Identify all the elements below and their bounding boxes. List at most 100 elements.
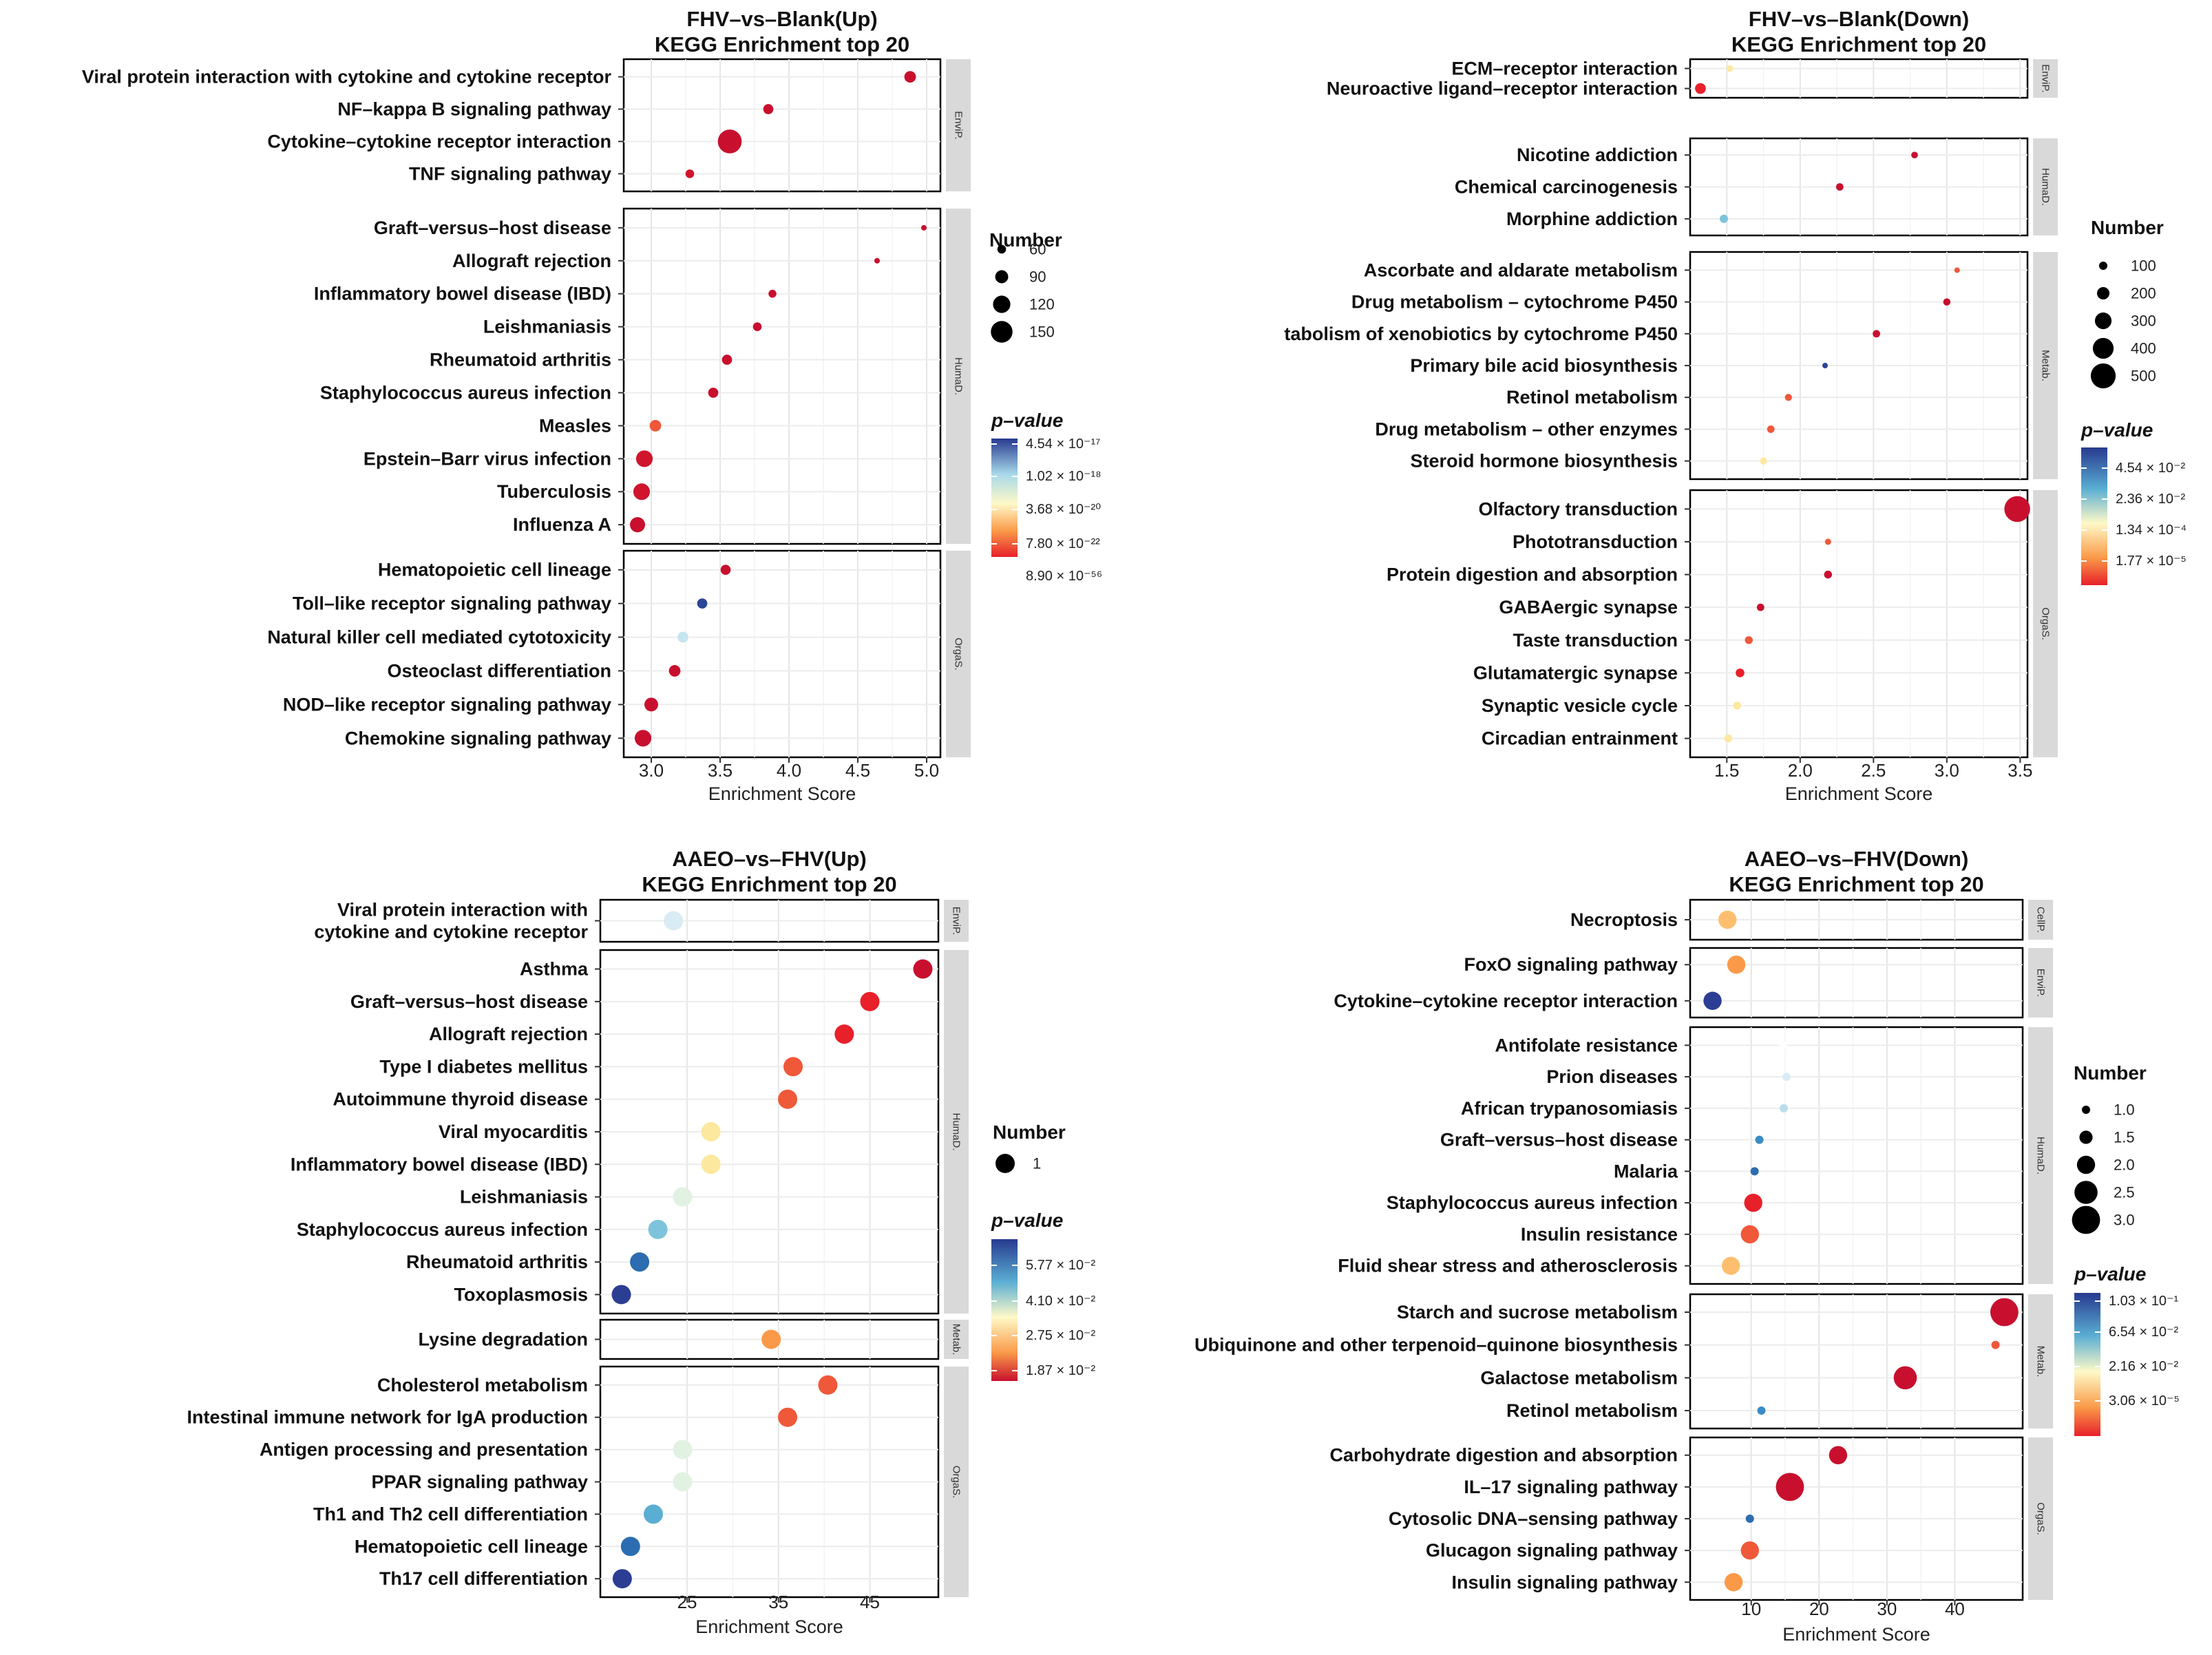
facet-group: OrgaS. Hematopoietic cell lineage Toll–lik…: [267, 549, 971, 759]
y-tick-label: Th17 cell differentiation: [379, 1568, 588, 1589]
y-tick-label: Cytosolic DNA–sensing pathway: [1389, 1508, 1678, 1529]
data-point: [1911, 151, 1918, 158]
y-tick-label: Hematopoietic cell lineage: [378, 560, 611, 580]
facet-group: HumaD. Nicotine addiction Chemical carcino…: [1455, 137, 2058, 237]
data-point: [1991, 1340, 2000, 1349]
y-tick-label: Ubiquinone and other terpenoid–quinone b…: [1194, 1335, 1678, 1356]
chart-title: AAEO–vs–FHV(Down): [1745, 847, 1969, 871]
data-point: [1954, 267, 1960, 273]
color-legend: p–value 1.03 × 10⁻¹ 6.54 × 10⁻² 2.16 × 10⁻²…: [2074, 1263, 2180, 1436]
y-tick-label: African trypanosomiasis: [1461, 1098, 1678, 1119]
x-axis-label: Enrichment Score: [1782, 1624, 1930, 1645]
y-tick-label: Drug metabolism – other enzymes: [1375, 419, 1678, 439]
data-point: [664, 911, 684, 931]
size-legend-key: [2090, 363, 2116, 389]
facet-strip: [2028, 900, 2053, 940]
chart-subtitle: KEGG Enrichment top 20: [655, 32, 909, 56]
y-tick-label: Neuroactive ligand–receptor interaction: [1327, 78, 1678, 99]
data-point: [1736, 668, 1745, 677]
data-point: [1829, 1446, 1848, 1464]
size-legend-key: [2094, 312, 2112, 330]
data-point: [1767, 425, 1775, 433]
facet-group: EnviP. Viral protein interaction with cyt…: [82, 58, 971, 193]
y-tick-label: Staphylococcus aureus infection: [297, 1219, 588, 1240]
y-tick-label: Insulin resistance: [1521, 1224, 1678, 1245]
size-legend-title: Number: [2091, 217, 2164, 238]
facet-strip-label: Metab.: [2035, 1346, 2047, 1378]
size-legend-label: 400: [2131, 340, 2156, 357]
size-legend-label: 1: [1033, 1155, 1041, 1172]
facet-group: HumaD. Antifolate resistance Prion disease…: [1338, 1026, 2053, 1285]
data-point: [752, 322, 762, 331]
data-point: [644, 697, 658, 712]
y-tick-label: Cholesterol metabolism: [377, 1375, 588, 1395]
y-tick-label: Asthma: [520, 959, 589, 980]
x-tick-label: 30: [1877, 1599, 1897, 1619]
y-tick-label: Hematopoietic cell lineage: [355, 1536, 588, 1557]
chart-title: FHV–vs–Blank(Down): [1749, 7, 1969, 31]
y-tick-label: PPAR signaling pathway: [371, 1472, 588, 1493]
color-legend-label: 4.10 × 10⁻²: [1026, 1294, 1096, 1309]
x-tick-label: 3.5: [2008, 760, 2032, 781]
data-point: [720, 565, 731, 576]
size-legend-title: Number: [2074, 1062, 2147, 1084]
x-tick-label: 3.5: [708, 760, 733, 781]
data-point: [783, 1057, 803, 1077]
color-legend-title: p–value: [2081, 419, 2153, 441]
size-legend-label: 200: [2131, 285, 2156, 302]
data-point: [635, 450, 653, 467]
facet-panel: [1689, 1026, 2024, 1285]
data-point: [913, 959, 933, 979]
color-legend: p–value 4.54 × 10⁻¹⁷ 1.02 × 10⁻¹⁸ 3.68 × 10…: [991, 410, 1102, 584]
data-point: [778, 1407, 798, 1427]
y-tick-label: Allograft rejection: [429, 1024, 588, 1044]
color-legend: p–value 5.77 × 10⁻² 4.10 × 10⁻² 2.75 × 10⁻²…: [991, 1210, 1096, 1381]
data-point: [1779, 1041, 1788, 1050]
facet-strip-label: EnviP.: [951, 907, 962, 935]
color-legend-title: p–value: [991, 410, 1063, 431]
data-point: [612, 1569, 632, 1589]
y-tick-label: Measles: [539, 415, 611, 436]
color-legend-label: 3.06 × 10⁻⁵: [2109, 1393, 2180, 1409]
facet-panel: [622, 58, 942, 193]
y-tick-label: Viral protein interaction with cytokine …: [82, 67, 612, 87]
facet-strip: [2033, 59, 2058, 98]
data-point: [921, 224, 927, 231]
facet-strip: [2033, 490, 2058, 757]
y-tick-label: tabolism of xenobiotics by cytochrome P4…: [1284, 324, 1678, 344]
chart-title: FHV–vs–Blank(Up): [686, 7, 877, 31]
facet-strip: [2033, 252, 2058, 479]
y-tick-label: Staphylococcus aureus infection: [320, 382, 611, 403]
color-legend-title: p–value: [2074, 1263, 2146, 1285]
y-tick-label: Autoimmune thyroid disease: [333, 1089, 588, 1110]
size-legend-label: 1.0: [2114, 1101, 2135, 1119]
color-legend-label: 4.54 × 10⁻²: [2116, 461, 2186, 476]
x-tick-label: 10: [1741, 1599, 1761, 1619]
data-point: [630, 1252, 650, 1272]
color-legend-label: 5.77 × 10⁻²: [1026, 1258, 1096, 1273]
color-legend-title: p–value: [991, 1210, 1063, 1231]
facet-strip-label: CellP.: [2035, 907, 2047, 933]
data-point: [1740, 1541, 1759, 1560]
y-tick-label: Nicotine addiction: [1517, 145, 1678, 165]
y-tick-label: Intestinal immune network for IgA produc…: [187, 1407, 588, 1428]
facet-group: OrgaS. Cholesterol metabolism Intestinal i…: [187, 1365, 969, 1599]
color-bar: [2081, 447, 2107, 585]
data-point: [1760, 457, 1767, 465]
color-legend-label: 4.54 × 10⁻¹⁷: [1026, 436, 1100, 452]
chart-panel: AAEO–vs–FHV(Up)KEGG Enrichment top 20Env…: [187, 847, 1095, 1637]
y-tick-label: Rheumatoid arthritis: [406, 1252, 588, 1272]
data-point: [668, 665, 681, 677]
data-point: [1727, 956, 1746, 974]
size-legend-key: [2082, 1106, 2090, 1114]
y-tick-label: Influenza A: [513, 514, 611, 535]
facet-strip-label: HumaD.: [953, 357, 965, 395]
chart-title: AAEO–vs–FHV(Up): [672, 847, 867, 871]
data-point: [761, 1329, 781, 1349]
data-point: [768, 289, 777, 298]
y-tick-label: Prion diseases: [1546, 1066, 1678, 1087]
color-legend-label: 1.77 × 10⁻⁵: [2116, 554, 2187, 569]
data-point: [611, 1285, 631, 1305]
facet-strip-label: EnviP.: [2040, 64, 2052, 92]
